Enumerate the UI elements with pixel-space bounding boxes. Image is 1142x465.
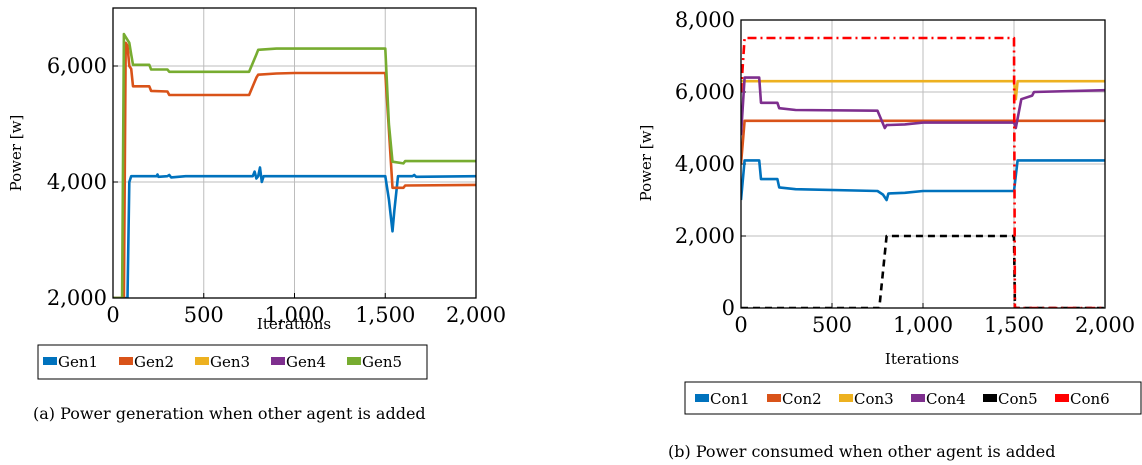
series-line-con3 xyxy=(741,79,1105,101)
x-axis-label: Iterations xyxy=(885,350,959,368)
y-axis-label: Power [w] xyxy=(637,125,655,202)
plot-frame xyxy=(112,7,477,299)
x-tick-label: 0 xyxy=(106,303,119,327)
x-tick-label: 0 xyxy=(734,313,747,337)
y-tick-labels: 2,000 4,000 6,000 xyxy=(47,54,107,310)
y-tick-label: 4,000 xyxy=(47,170,107,194)
series-lines xyxy=(113,32,476,298)
grid-lines xyxy=(112,8,477,299)
legend-swatch-gen2 xyxy=(119,357,133,365)
legend-swatch-con4 xyxy=(911,394,925,402)
legend-label-gen5: Gen5 xyxy=(362,353,402,371)
x-axis-label: Iterations xyxy=(257,315,331,333)
x-tick-labels: 0 500 1,000 1,500 2,000 xyxy=(734,313,1135,337)
legend-label-con2: Con2 xyxy=(782,390,822,408)
caption: (b) Power consumed when other agent is a… xyxy=(668,442,1056,461)
legend-label-con6: Con6 xyxy=(1070,390,1110,408)
legend-swatch-gen4 xyxy=(271,357,285,365)
legend-label-con1: Con1 xyxy=(710,390,750,408)
legend-label-gen4: Gen4 xyxy=(286,353,326,371)
x-tick-label: 1,500 xyxy=(355,303,415,327)
x-tick-labels: 0 500 1,000 1,500 2,000 xyxy=(106,303,506,327)
plot-frame xyxy=(740,19,1106,309)
legend-label-gen1: Gen1 xyxy=(58,353,98,371)
x-tick-label: 500 xyxy=(812,313,852,337)
series-line-con6 xyxy=(741,36,1105,308)
legend-swatch-con5 xyxy=(983,394,997,402)
legend-label-gen3: Gen3 xyxy=(210,353,250,371)
legend: Con1 Con2 Con3 Con4 Con5 Con6 xyxy=(695,390,1110,408)
series-line-con4 xyxy=(741,76,1105,136)
series-line-con2 xyxy=(741,119,1105,165)
series-line-con1 xyxy=(741,159,1105,202)
chart-power-generation: 0 500 1,000 1,500 2,000 2,000 4,000 6,000 Iter… xyxy=(7,7,506,423)
legend-label-gen2: Gen2 xyxy=(134,353,174,371)
y-tick-labels: 0 2,000 4,000 6,000 8,000 xyxy=(675,8,735,320)
chart-power-consumed: 0 500 1,000 1,500 2,000 0 2,000 4,000 6,000 8,00… xyxy=(637,8,1142,461)
legend-swatch-gen3 xyxy=(195,357,209,365)
legend-label-con4: Con4 xyxy=(926,390,966,408)
series-line-gen2 xyxy=(113,41,476,298)
legend-swatch-gen5 xyxy=(347,357,361,365)
series-line-gen5 xyxy=(113,32,476,298)
y-tick-label: 6,000 xyxy=(675,80,735,104)
y-tick-label: 2,000 xyxy=(47,286,107,310)
series-lines xyxy=(741,36,1105,308)
legend: Gen1 Gen2 Gen3 Gen4 Gen5 xyxy=(43,353,402,371)
y-tick-label: 2,000 xyxy=(675,224,735,248)
legend-swatch-gen1 xyxy=(43,357,57,365)
x-tick-label: 500 xyxy=(184,303,224,327)
x-tick-label: 1,000 xyxy=(893,313,953,337)
grid-lines xyxy=(740,19,1106,309)
legend-swatch-con1 xyxy=(695,394,709,402)
x-tick-label: 1,000 xyxy=(264,303,324,327)
legend-swatch-con6 xyxy=(1055,394,1069,402)
legend-swatch-con2 xyxy=(767,394,781,402)
x-tick-label: 2,000 xyxy=(446,303,506,327)
y-axis-label: Power [w] xyxy=(7,115,25,192)
legend-swatch-con3 xyxy=(839,394,853,402)
legend-label-con3: Con3 xyxy=(854,390,894,408)
legend-box xyxy=(37,344,428,380)
y-tick-label: 0 xyxy=(722,296,735,320)
y-tick-label: 8,000 xyxy=(675,8,735,32)
legend-label-con5: Con5 xyxy=(998,390,1038,408)
caption: (a) Power generation when other agent is… xyxy=(33,404,426,423)
y-tick-label: 6,000 xyxy=(47,54,107,78)
y-tick-label: 4,000 xyxy=(675,152,735,176)
x-tick-label: 1,500 xyxy=(984,313,1044,337)
x-tick-label: 2,000 xyxy=(1075,313,1135,337)
